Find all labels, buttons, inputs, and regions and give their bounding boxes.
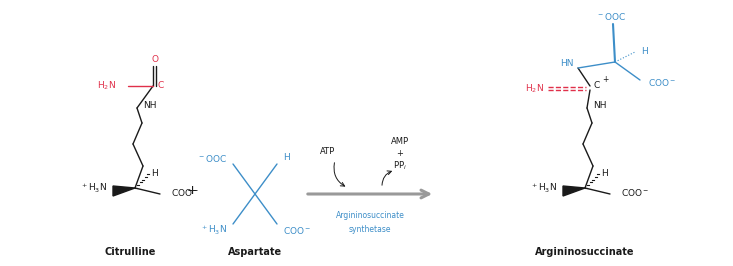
Text: COO$^-$: COO$^-$ [621, 186, 649, 197]
Text: $^-$OOC: $^-$OOC [596, 10, 626, 22]
Text: $^-$OOC: $^-$OOC [197, 152, 227, 164]
Polygon shape [113, 186, 135, 196]
Text: H: H [601, 169, 608, 178]
Text: +: + [602, 76, 608, 85]
Text: C: C [157, 81, 163, 90]
Text: H: H [283, 153, 290, 163]
Text: H$_2$N: H$_2$N [97, 80, 116, 92]
Text: C: C [594, 81, 600, 90]
Text: COO$^-$: COO$^-$ [171, 186, 199, 197]
Text: HN: HN [561, 60, 574, 69]
Text: Citrulline: Citrulline [104, 247, 155, 257]
Text: PP$_i$: PP$_i$ [393, 160, 407, 172]
Text: NH: NH [593, 102, 606, 110]
Text: +: + [397, 149, 403, 159]
Text: Aspartate: Aspartate [228, 247, 282, 257]
Text: +: + [186, 185, 197, 197]
Text: $^+$H$_3$N: $^+$H$_3$N [80, 181, 107, 195]
Text: O: O [152, 56, 158, 64]
Text: ATP: ATP [320, 148, 336, 156]
Text: $^+$H$_3$N: $^+$H$_3$N [530, 181, 557, 195]
Text: AMP: AMP [391, 136, 409, 146]
Polygon shape [563, 186, 585, 196]
Text: H: H [641, 48, 648, 56]
Text: Argininosuccinate: Argininosuccinate [336, 211, 405, 221]
Text: Argininosuccinate: Argininosuccinate [535, 247, 635, 257]
Text: COO$^-$: COO$^-$ [648, 77, 677, 88]
Text: $^+$H$_3$N: $^+$H$_3$N [200, 223, 227, 236]
Text: H$_2$N: H$_2$N [525, 82, 544, 95]
Text: H: H [151, 169, 158, 178]
Text: synthetase: synthetase [349, 226, 391, 235]
Text: NH: NH [143, 102, 157, 110]
Text: COO$^-$: COO$^-$ [283, 225, 312, 235]
